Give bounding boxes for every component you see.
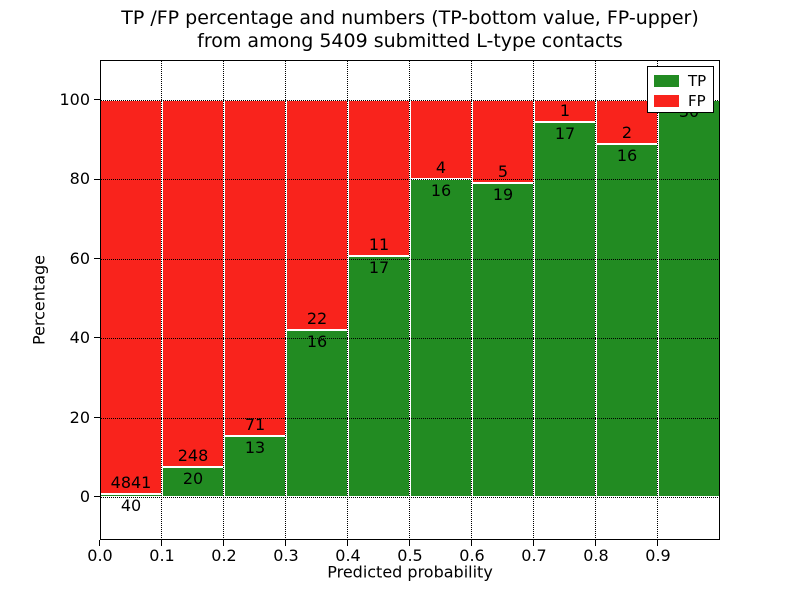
- y-tick-mark: [94, 99, 100, 101]
- x-tick-mark: [595, 540, 597, 546]
- bar-count-fp: 22: [306, 308, 328, 328]
- vertical-gridline: [471, 60, 473, 540]
- y-tick-mark: [94, 496, 100, 498]
- bar-count-tp: 16: [616, 146, 638, 166]
- bar-count-fp: 2: [621, 123, 633, 143]
- vertical-gridline: [347, 60, 349, 540]
- horizontal-gridline: [100, 497, 720, 498]
- bar-segment-fp: [410, 100, 472, 180]
- x-tick-mark: [161, 540, 163, 546]
- y-tick-label: 100: [59, 90, 90, 109]
- y-tick-label: 60: [69, 248, 90, 268]
- legend-label: TP: [688, 72, 707, 90]
- bar-count-fp: 1: [559, 101, 571, 121]
- bar-count-fp: 11: [368, 234, 390, 254]
- legend-item-tp: TP: [654, 71, 713, 91]
- bar-count-tp: 17: [554, 124, 576, 144]
- legend: TP FP: [647, 66, 714, 113]
- bar-segment-tp: [286, 329, 348, 497]
- bar-segment-tp: [472, 182, 534, 497]
- bar-segment-tp: [224, 435, 286, 497]
- horizontal-gridline: [100, 258, 720, 260]
- bar-count-tp: 17: [368, 257, 390, 277]
- plot-area: 48414024820711322161117416519117216030 0…: [59, 60, 720, 565]
- horizontal-gridline: [100, 417, 720, 419]
- y-tick-label: 20: [69, 407, 90, 427]
- bar-segment-tp: [658, 100, 720, 497]
- legend-label: FP: [688, 92, 706, 110]
- bar-count-fp: 4: [435, 158, 447, 178]
- x-tick-mark: [99, 540, 101, 546]
- bar-segment-fp: [224, 100, 286, 436]
- x-tick-mark: [533, 540, 535, 546]
- vertical-gridline: [657, 60, 659, 540]
- bar-segment-tp: [534, 122, 596, 497]
- horizontal-gridline: [100, 338, 720, 340]
- x-tick-mark: [471, 540, 473, 546]
- y-tick-label: 40: [69, 328, 90, 348]
- chart-title-line1: TP /FP percentage and numbers (TP-bottom…: [121, 7, 699, 29]
- vertical-gridline: [409, 60, 411, 540]
- x-tick-label: 0.5: [397, 546, 423, 565]
- bar-segment-tp: [348, 255, 410, 497]
- x-tick-label: 0.7: [521, 546, 547, 565]
- legend-item-fp: FP: [654, 91, 713, 111]
- bar-segment-fp: [348, 100, 410, 256]
- vertical-gridline: [161, 60, 163, 540]
- vertical-gridline: [595, 60, 597, 540]
- x-tick-label: 0.3: [273, 546, 299, 565]
- vertical-gridline: [223, 60, 225, 540]
- bar-count-fp: 5: [497, 161, 509, 181]
- x-tick-mark: [347, 540, 349, 546]
- horizontal-gridline: [100, 179, 720, 181]
- x-tick-label: 0.8: [583, 546, 609, 565]
- y-tick-label: 0: [79, 487, 90, 506]
- bar-count-fp: 71: [244, 414, 266, 434]
- bar-count-tp: 13: [244, 437, 266, 457]
- chart-title: TP /FP percentage and numbers (TP-bottom…: [100, 7, 720, 52]
- chart-title-line2: from among 5409 submitted L-type contact…: [197, 29, 623, 52]
- y-tick-label: 80: [69, 169, 90, 189]
- bar-count-tp: 20: [182, 469, 204, 489]
- y-tick-mark: [94, 416, 100, 418]
- legend-swatch-fp: [654, 95, 679, 107]
- bar-count-tp: 40: [120, 495, 142, 515]
- x-axis-label: Predicted probability: [327, 562, 493, 582]
- x-tick-label: 0.6: [459, 546, 485, 565]
- x-tick-label: 0.2: [211, 546, 237, 565]
- y-tick-mark: [94, 258, 100, 259]
- bar-segment-tp: [596, 144, 658, 497]
- bar-segment-fp: [162, 100, 224, 468]
- bar-count-tp: 19: [492, 184, 514, 204]
- bar-count-fp: 248: [177, 446, 209, 466]
- x-tick-label: 0.9: [645, 546, 671, 565]
- horizontal-gridline: [100, 100, 720, 101]
- y-tick-mark: [94, 178, 100, 180]
- x-tick-label: 0.4: [335, 546, 361, 565]
- vertical-gridline: [533, 60, 535, 540]
- y-tick-mark: [94, 337, 100, 339]
- bar-count-tp: 16: [430, 181, 452, 201]
- legend-swatch-tp: [654, 75, 679, 87]
- bar-segment-fp: [472, 100, 534, 183]
- bar-count-fp: 4841: [110, 472, 152, 492]
- x-tick-mark: [409, 540, 411, 546]
- x-tick-label: 0.1: [149, 546, 175, 565]
- bar-segment-fp: [100, 100, 162, 494]
- x-tick-mark: [657, 540, 659, 546]
- x-tick-mark: [285, 540, 287, 546]
- x-tick-mark: [223, 540, 225, 546]
- bar-segment-fp: [286, 100, 348, 330]
- vertical-gridline: [285, 60, 287, 540]
- x-tick-label: 0.0: [87, 546, 113, 565]
- bar-count-tp: 16: [306, 331, 328, 351]
